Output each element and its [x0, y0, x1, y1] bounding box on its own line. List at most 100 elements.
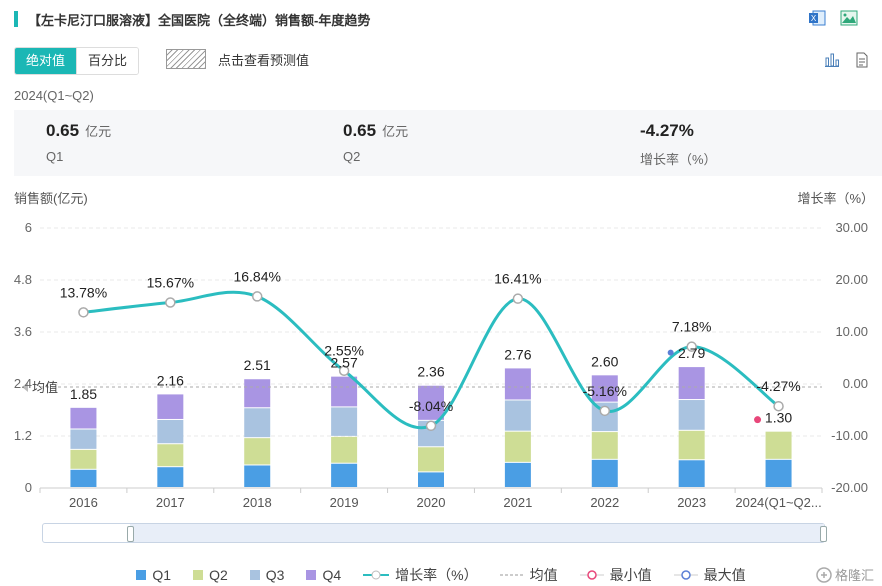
bar-segment-q2	[331, 436, 358, 463]
legend-item-min[interactable]: 最小值	[579, 565, 652, 585]
y-tick-right-label: 20.00	[835, 272, 868, 287]
bar-segment-q4	[70, 407, 97, 429]
growth-point	[78, 307, 89, 318]
bar-segment-q4	[157, 394, 184, 419]
average-label: 均值	[32, 380, 58, 395]
summary-panel: 0.65 亿元 Q1 0.65 亿元 Q2 -4.27% 增长率（%）	[14, 110, 882, 176]
growth-label: -4.27%	[756, 378, 800, 394]
image-icon[interactable]	[840, 10, 858, 26]
y-tick-right-label: -20.00	[831, 480, 868, 495]
growth-label: 7.18%	[672, 319, 712, 335]
growth-point	[512, 293, 524, 304]
y-tick-right-label: 0.00	[843, 376, 868, 391]
legend-item-growth[interactable]: 增长率（%）	[363, 565, 478, 585]
min-marker	[754, 416, 762, 424]
x-tick-label: 2017	[156, 495, 185, 510]
growth-label: 15.67%	[147, 275, 194, 291]
legend-item-q3[interactable]: Q3	[249, 565, 285, 585]
dashed-line-icon	[499, 574, 524, 576]
bar-segment-q4	[244, 379, 271, 408]
bar-total-label: 2.51	[244, 357, 271, 373]
bar-segment-q3	[678, 400, 705, 430]
watermark-text: 格隆汇	[834, 568, 874, 583]
y-tick-right-label: -10.00	[831, 428, 868, 443]
bar-segment-q4	[678, 367, 705, 400]
growth-label: 13.78%	[60, 284, 107, 300]
bar-segment-q3	[157, 419, 184, 444]
slider-selection[interactable]	[130, 524, 824, 542]
max-marker-icon	[673, 570, 698, 580]
range-slider[interactable]	[42, 523, 827, 543]
summary-item-growth: -4.27% 增长率（%）	[640, 121, 717, 168]
bar-segment-q4	[504, 368, 531, 400]
bar-segment-q1	[244, 465, 271, 487]
bar-segment-q2	[678, 430, 705, 460]
absolute-value-button[interactable]: 绝对值	[15, 48, 77, 74]
summary-value: -4.27%	[640, 121, 694, 140]
summary-label: Q2	[343, 149, 361, 164]
bar-segment-q1	[765, 459, 792, 487]
watermark: 格隆汇	[816, 565, 874, 584]
x-tick-label: 2019	[330, 495, 359, 510]
bar-segment-q4	[418, 385, 444, 420]
q3-swatch-icon	[249, 570, 260, 580]
legend-label: Q3	[265, 567, 285, 583]
bar-segment-q3	[331, 407, 358, 436]
y-tick-right-label: 10.00	[835, 324, 868, 339]
bar-segment-q2	[157, 444, 184, 467]
legend-item-max[interactable]: 最大值	[673, 565, 746, 585]
top-icons: X	[808, 10, 858, 26]
max-marker	[667, 349, 674, 356]
y-tick-right-label: 30.00	[835, 220, 868, 235]
svg-text:X: X	[811, 14, 817, 23]
summary-value: 0.65	[46, 121, 80, 140]
x-tick-label: 2023	[677, 495, 706, 510]
document-icon[interactable]	[854, 52, 870, 68]
legend-item-average[interactable]: 均值	[499, 565, 558, 585]
summary-label: 增长率（%）	[640, 152, 717, 167]
growth-label: -8.04%	[409, 398, 453, 414]
excel-icon[interactable]: X	[808, 10, 826, 26]
bar-total-label: 2.16	[157, 372, 184, 388]
watermark-logo-icon	[816, 566, 832, 583]
bar-segment-q2	[70, 449, 97, 469]
title-accent	[14, 11, 18, 27]
legend-label: 增长率（%）	[395, 567, 478, 583]
bar-segment-q3	[70, 429, 97, 449]
bar-segment-q2	[504, 431, 531, 462]
y-tick-left-label: 3.6	[14, 324, 32, 339]
legend-label: 均值	[529, 567, 558, 583]
bar-segment-q1	[418, 472, 444, 487]
bar-segment-q3	[244, 408, 271, 438]
legend-item-q4[interactable]: Q4	[306, 565, 341, 585]
summary-label: Q1	[46, 149, 64, 164]
legend-label: Q1	[152, 567, 172, 583]
growth-label: 2.55%	[324, 343, 364, 359]
bar-segment-q4	[591, 375, 618, 402]
x-tick-label: 2016	[69, 495, 98, 510]
forecast-toggle[interactable]: 点击查看预测值	[166, 49, 309, 69]
x-tick-label: 2024(Q1~Q2...	[735, 495, 821, 510]
slider-left-handle[interactable]	[127, 526, 134, 542]
growth-label: 16.41%	[494, 271, 541, 287]
bar-segment-q1	[70, 469, 97, 487]
legend: Q1 Q2 Q3 Q4 增长率（%） 均值 最小值 最大值	[0, 565, 882, 585]
legend-item-q1[interactable]: Q1	[136, 565, 171, 585]
bar-segment-q4	[331, 376, 358, 407]
bar-chart-icon[interactable]	[824, 52, 840, 68]
y-axis-left-title: 销售额(亿元)	[14, 191, 88, 206]
average-arrow-icon	[22, 382, 28, 393]
bar-total-label: 2.79	[678, 345, 705, 361]
growth-point	[338, 365, 350, 376]
bar-segment-q2	[591, 432, 618, 459]
y-tick-left-label: 6	[25, 220, 32, 235]
percent-button[interactable]: 百分比	[76, 48, 139, 74]
min-marker-icon	[579, 570, 604, 580]
period-label: 2024(Q1~Q2)	[14, 88, 94, 103]
slider-right-handle[interactable]	[820, 526, 827, 542]
growth-point	[251, 291, 263, 302]
legend-item-q2[interactable]: Q2	[193, 565, 228, 585]
legend-label: Q4	[322, 567, 342, 583]
bar-segment-q3	[504, 400, 531, 431]
growth-line	[83, 290, 780, 430]
